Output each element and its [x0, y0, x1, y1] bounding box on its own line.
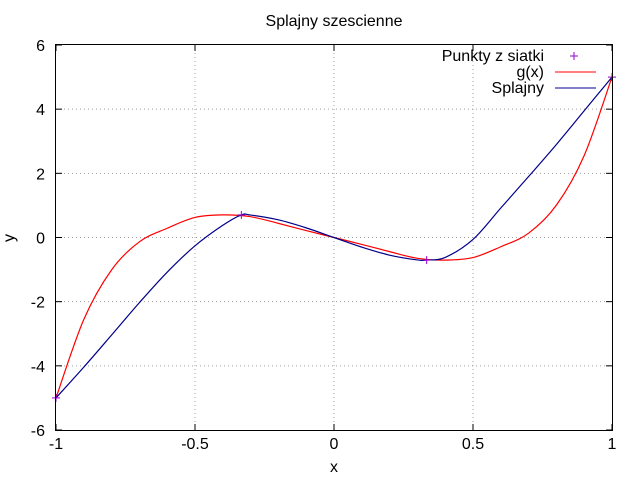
legend-label-points: Punkty z siatki	[442, 48, 544, 65]
y-tick-label: 4	[36, 102, 45, 119]
plot-frame	[55, 44, 613, 431]
chart-title: Splajny szescienne	[266, 13, 403, 30]
legend: Punkty z siatki g(x) Splajny	[442, 48, 596, 97]
y-tick-label: 0	[36, 231, 45, 248]
x-tick-label: -0.5	[181, 436, 209, 453]
x-tick-label: -1	[49, 436, 63, 453]
grid-point	[422, 256, 431, 265]
x-tick-label: 1	[608, 436, 617, 453]
grid-point	[237, 210, 246, 219]
x-axis-title: x	[330, 459, 338, 476]
y-tick-label: -2	[31, 295, 45, 312]
x-tick-label: 0	[330, 436, 339, 453]
y-axis-title: y	[1, 234, 18, 242]
series-line-splajny	[55, 76, 613, 399]
ticks-layer: -1 -0.5 0 0.5 1 -6 -4 -2 0 2 4 6	[31, 38, 617, 453]
grid-lines	[56, 45, 612, 430]
legend-label-g: g(x)	[516, 64, 544, 81]
legend-label-splajny: Splajny	[492, 80, 544, 97]
y-tick-label: 6	[36, 38, 45, 55]
y-tick-label: -4	[31, 359, 45, 376]
x-tick-label: 0.5	[462, 436, 484, 453]
legend-marker-points	[570, 52, 578, 60]
y-tick-label: 2	[36, 166, 45, 183]
y-tick-label: -6	[31, 423, 45, 440]
